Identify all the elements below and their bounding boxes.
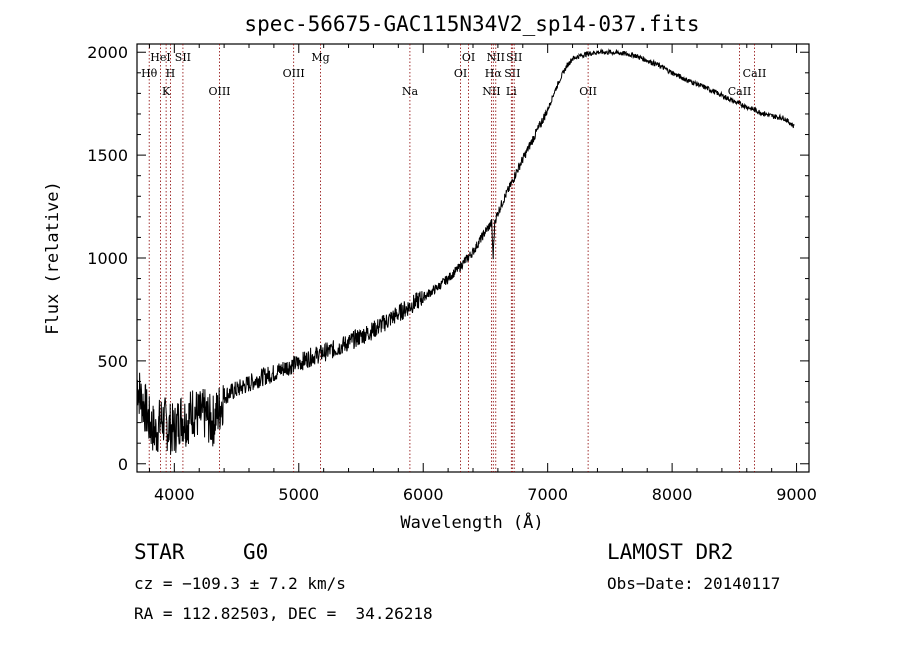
- spectral-line-label: HeI: [150, 51, 170, 64]
- y-tick-label: 0: [118, 455, 128, 474]
- x-tick-label: 9000: [776, 485, 817, 504]
- spectral-line-label: OIII: [283, 67, 305, 80]
- spectral-line-label: OI: [454, 67, 467, 80]
- spectral-line-label: SII: [175, 51, 191, 64]
- spectral-line-label: Na: [402, 85, 419, 98]
- x-tick-label: 7000: [527, 485, 568, 504]
- spectral-line-label: SII: [504, 67, 520, 80]
- object-class: STAR: [134, 540, 185, 564]
- observation-date: Obs−Date: 20140117: [607, 574, 781, 593]
- survey-name: LAMOST DR2: [607, 540, 734, 564]
- spectral-line-label: H: [166, 67, 176, 80]
- spectral-line-label: CaII: [743, 67, 767, 80]
- spectral-line-label: Hα: [485, 67, 503, 80]
- spectral-line-label: NII: [482, 85, 500, 98]
- x-tick-label: 6000: [403, 485, 444, 504]
- spectral-line-label: SII: [506, 51, 522, 64]
- x-tick-label: 4000: [154, 485, 195, 504]
- y-tick-label: 1500: [87, 146, 128, 165]
- redshift-velocity: cz = −109.3 ± 7.2 km/s: [134, 574, 346, 593]
- spectral-line-label: CaII: [728, 85, 752, 98]
- line-marker-layer: Hθ HeI KH SII OIII OIII Mg Na OI OI NII Hα NII Li SII S…: [141, 44, 766, 472]
- y-tick-label: 500: [97, 352, 128, 371]
- sky-coordinates: RA = 112.82503, DEC = 34.26218: [134, 604, 433, 623]
- spectral-line-label: NII: [487, 51, 505, 64]
- spectral-line-label: OIII: [208, 85, 230, 98]
- object-subclass: G0: [243, 540, 269, 564]
- x-axis-label: Wavelength (Å): [400, 511, 543, 533]
- axis-ticks: 4000 5000 6000 7000 8000 9000 0 500 1000 1500 2000: [87, 43, 817, 504]
- y-axis-label: Flux (relative): [43, 181, 63, 335]
- spectral-line-label: Hθ: [141, 67, 158, 80]
- spectral-line-label: K: [162, 85, 171, 98]
- spectral-line-label: Li: [506, 85, 517, 98]
- plot-frame: [136, 43, 810, 473]
- spectral-line-label: OI: [462, 51, 475, 64]
- x-tick-label: 5000: [278, 485, 319, 504]
- y-tick-label: 1000: [87, 249, 128, 268]
- chart-title: spec-56675-GAC115N34V2_sp14-037.fits: [244, 12, 699, 36]
- spectral-line-label: OII: [579, 85, 597, 98]
- y-tick-label: 2000: [87, 43, 128, 62]
- x-tick-label: 8000: [652, 485, 693, 504]
- spectrum-line: [136, 48, 795, 455]
- spectral-line-label: Mg: [311, 51, 329, 64]
